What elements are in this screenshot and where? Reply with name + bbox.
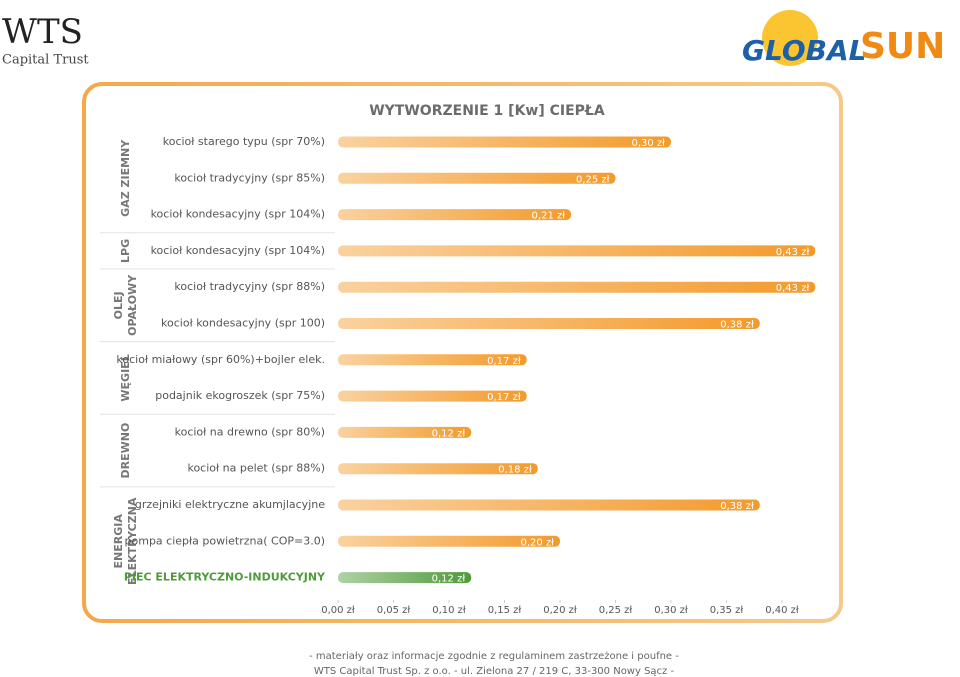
sun (762, 10, 818, 66)
group-label-line: WĘGIEL (119, 354, 132, 401)
group-label: DREWNO (119, 423, 132, 479)
category-label: kocioł na drewno (spr 80%) (175, 425, 325, 438)
logo-sun: SUN (860, 26, 945, 67)
category-label: kocioł starego typu (spr 70%) (163, 135, 325, 148)
bar (338, 426, 472, 438)
group-label-line: ENERGIA (112, 514, 125, 569)
group-label: ENERGIAELEKTRYCZNA (112, 497, 139, 585)
x-tick-label: 0,20 zł (543, 605, 577, 616)
category-label: kocioł na pelet (spr 88%) (187, 462, 325, 475)
footer-line: - materiały oraz informacje zgodnie z re… (309, 651, 679, 662)
group-label-line: DREWNO (119, 423, 132, 479)
group-label-line: GAZ ZIEMNY (119, 139, 132, 217)
value-label: 0,12 zł (432, 574, 466, 585)
logo: GLOBAL SUN (742, 10, 945, 67)
category-label: grzejniki elektryczne akumjlacyjne (135, 498, 325, 511)
bar (338, 572, 472, 584)
bar (338, 390, 527, 402)
company-subtitle: Capital Trust (2, 53, 89, 68)
group-label: LPG (119, 239, 132, 263)
x-tick-label: 0,35 zł (710, 605, 744, 616)
group-label-line: OPAŁOWY (126, 274, 139, 336)
group-label-line: ELEKTRYCZNA (126, 497, 139, 585)
bar (338, 318, 760, 329)
footer-line: WTS Capital Trust Sp. z o.o. - ul. Zielo… (314, 666, 675, 677)
category-label: kocioł miałowy (spr 60%)+bojler elek. (116, 353, 325, 366)
category-label: kocioł tradycyjny (spr 88%) (174, 280, 325, 293)
company: WTS (2, 12, 83, 52)
x-tick-label: 0,15 zł (488, 605, 522, 616)
value-label: 0,17 zł (487, 356, 521, 367)
value-label: 0,38 zł (720, 501, 754, 512)
group-label: OLEJOPAŁOWY (112, 274, 139, 336)
category-label: kocioł kondesacyjny (spr 104%) (151, 244, 325, 257)
x-tick-label: 0,30 zł (654, 605, 688, 616)
x-tick-label: 0,25 zł (599, 605, 633, 616)
category-label: kocioł kondesacyjny (spr 100) (161, 317, 325, 330)
bar (338, 463, 538, 475)
chart-title: WYTWORZENIE 1 [Kw] CIEPŁA (369, 103, 605, 119)
value-label: 0,38 zł (720, 320, 754, 331)
category-label: pompa ciepła powietrzna( COP=3.0) (125, 534, 325, 547)
category-label: PIEC ELEKTRYCZNO-INDUKCYJNY (124, 571, 326, 584)
value-label: 0,20 zł (520, 537, 554, 548)
group-label: GAZ ZIEMNY (119, 139, 132, 217)
group-label-line: LPG (119, 239, 132, 263)
x-tick-label: 0,05 zł (377, 605, 411, 616)
value-label: 0,17 zł (487, 392, 521, 403)
value-label: 0,21 zł (532, 211, 566, 222)
bar (338, 354, 527, 366)
group-label: WĘGIEL (119, 354, 132, 401)
x-tick-label: 0,00 zł (321, 605, 355, 616)
category-label: podajnik ekogroszek (spr 75%) (155, 389, 325, 402)
category-label: kocioł kondesacyjny (spr 104%) (151, 208, 325, 221)
x-tick-label: 0,40 zł (765, 605, 799, 616)
x-tick-label: 0,10 zł (432, 605, 466, 616)
value-label: 0,12 zł (432, 428, 466, 439)
bar (338, 172, 616, 184)
value-label: 0,43 zł (776, 283, 810, 294)
value-label: 0,30 zł (631, 138, 665, 149)
value-label: 0,25 zł (576, 174, 610, 185)
bar (338, 245, 816, 257)
group-label-line: OLEJ (112, 291, 125, 319)
bar (338, 535, 560, 547)
bar (338, 281, 816, 293)
bar (338, 209, 572, 221)
category-label: kocioł tradycyjny (spr 85%) (174, 171, 325, 184)
value-label: 0,43 zł (776, 247, 810, 258)
bar (338, 136, 671, 148)
bar (338, 499, 760, 511)
logo-global: GLOBAL (742, 34, 866, 67)
value-label: 0,18 zł (498, 465, 532, 476)
